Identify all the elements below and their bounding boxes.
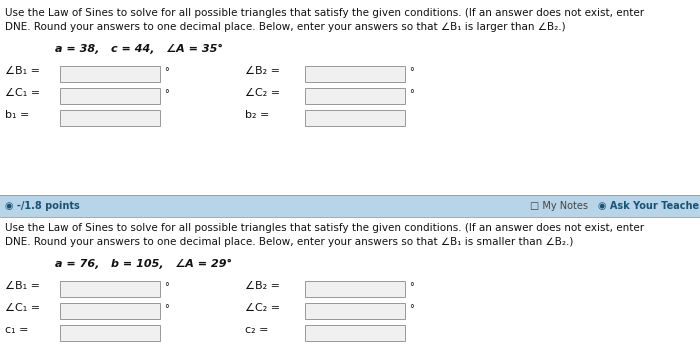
Text: °: ° bbox=[164, 89, 169, 99]
Text: a = 38,   c = 44,   ∠A = 35°: a = 38, c = 44, ∠A = 35° bbox=[55, 44, 223, 54]
FancyBboxPatch shape bbox=[60, 88, 160, 104]
Text: ∠C₁ =: ∠C₁ = bbox=[5, 88, 40, 98]
Text: c₂ =: c₂ = bbox=[245, 325, 269, 335]
Text: b₂ =: b₂ = bbox=[245, 110, 270, 120]
FancyBboxPatch shape bbox=[305, 281, 405, 297]
Text: Use the Law of Sines to solve for all possible triangles that satisfy the given : Use the Law of Sines to solve for all po… bbox=[5, 8, 644, 18]
FancyBboxPatch shape bbox=[305, 88, 405, 104]
FancyBboxPatch shape bbox=[60, 110, 160, 126]
Text: ◉ -/1.8 points: ◉ -/1.8 points bbox=[5, 201, 80, 211]
Text: °: ° bbox=[164, 67, 169, 77]
Text: □ My Notes: □ My Notes bbox=[530, 201, 588, 211]
Text: ∠B₂ =: ∠B₂ = bbox=[245, 66, 280, 76]
FancyBboxPatch shape bbox=[305, 325, 405, 341]
Text: °: ° bbox=[409, 67, 414, 77]
Text: ∠B₂ =: ∠B₂ = bbox=[245, 281, 280, 291]
FancyBboxPatch shape bbox=[60, 66, 160, 82]
Text: DNE. Round your answers to one decimal place. Below, enter your answers so that : DNE. Round your answers to one decimal p… bbox=[5, 237, 573, 247]
Text: c₁ =: c₁ = bbox=[5, 325, 29, 335]
FancyBboxPatch shape bbox=[60, 281, 160, 297]
Text: °: ° bbox=[409, 282, 414, 292]
FancyBboxPatch shape bbox=[305, 110, 405, 126]
Text: °: ° bbox=[409, 89, 414, 99]
FancyBboxPatch shape bbox=[305, 303, 405, 319]
FancyBboxPatch shape bbox=[60, 325, 160, 341]
Text: ∠B₁ =: ∠B₁ = bbox=[5, 281, 40, 291]
Text: ∠C₁ =: ∠C₁ = bbox=[5, 303, 40, 313]
Text: ∠B₁ =: ∠B₁ = bbox=[5, 66, 40, 76]
Text: DNE. Round your answers to one decimal place. Below, enter your answers so that : DNE. Round your answers to one decimal p… bbox=[5, 22, 566, 32]
Text: °: ° bbox=[409, 304, 414, 314]
FancyBboxPatch shape bbox=[0, 195, 700, 217]
Text: Use the Law of Sines to solve for all possible triangles that satisfy the given : Use the Law of Sines to solve for all po… bbox=[5, 223, 644, 233]
Text: b₁ =: b₁ = bbox=[5, 110, 29, 120]
FancyBboxPatch shape bbox=[305, 66, 405, 82]
Text: °: ° bbox=[164, 304, 169, 314]
FancyBboxPatch shape bbox=[60, 303, 160, 319]
Text: ∠C₂ =: ∠C₂ = bbox=[245, 88, 280, 98]
Text: ∠C₂ =: ∠C₂ = bbox=[245, 303, 280, 313]
Text: °: ° bbox=[164, 282, 169, 292]
Text: a = 76,   b = 105,   ∠A = 29°: a = 76, b = 105, ∠A = 29° bbox=[55, 259, 232, 269]
Text: ◉ Ask Your Teacher: ◉ Ask Your Teacher bbox=[598, 201, 700, 211]
